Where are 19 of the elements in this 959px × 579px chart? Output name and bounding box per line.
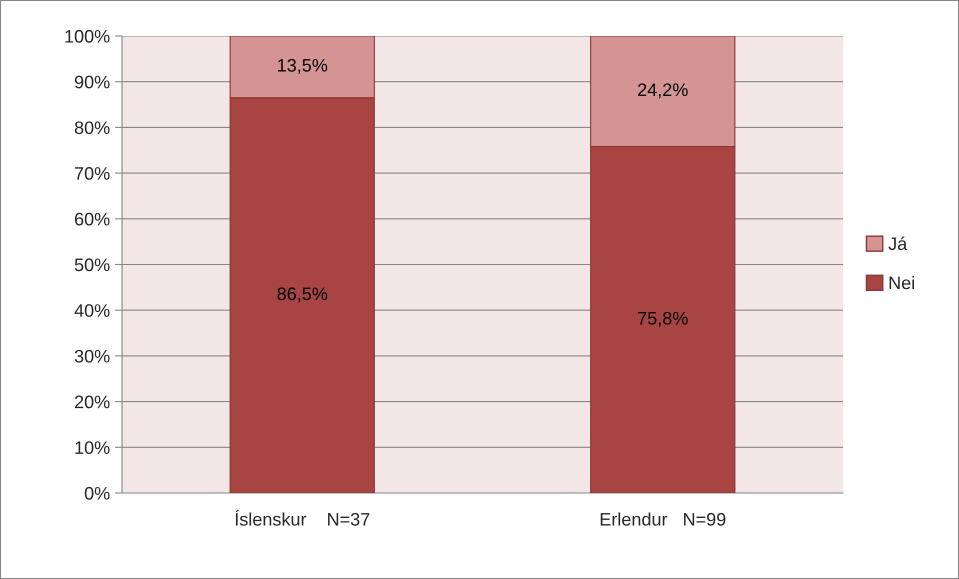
legend-label: Já xyxy=(888,236,908,250)
y-tick-label: 90% xyxy=(74,76,110,88)
y-tick-label: 50% xyxy=(74,258,110,272)
y-tick-label: 100% xyxy=(65,30,110,43)
y-tick-label: 0% xyxy=(84,486,110,500)
y-tick-label: 30% xyxy=(74,350,110,363)
y-tick-label: 70% xyxy=(74,167,110,180)
x-tick-label: Erlendur N=99 xyxy=(600,512,726,526)
data-label: 86,5% xyxy=(277,287,328,302)
data-label: 24,2% xyxy=(638,83,688,98)
y-tick-label: 20% xyxy=(74,396,110,408)
data-label: 75,8% xyxy=(638,312,688,327)
y-tick-label: 80% xyxy=(74,121,110,134)
x-tick-label: Íslenskur N=37 xyxy=(236,510,370,526)
y-tick-label: 10% xyxy=(75,441,110,454)
y-tick-label: 40% xyxy=(74,304,110,317)
data-label: 13,5% xyxy=(278,58,328,74)
legend-label: Nei xyxy=(890,276,914,290)
y-tick-label: 60% xyxy=(74,212,110,226)
